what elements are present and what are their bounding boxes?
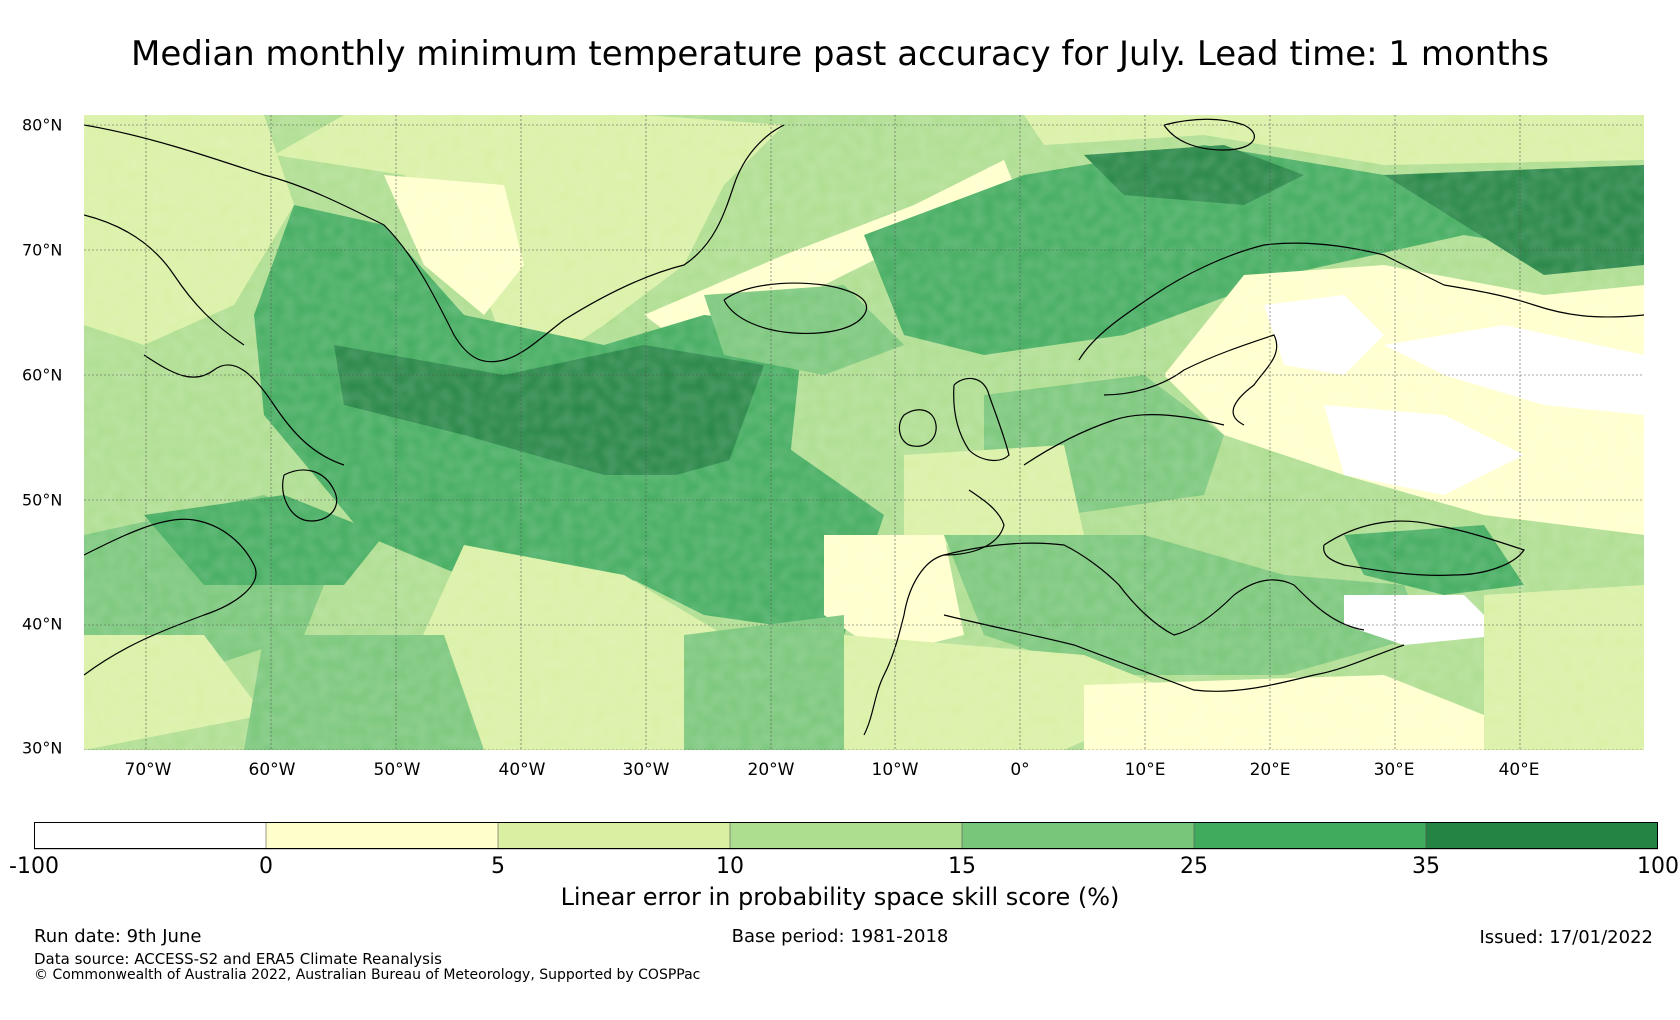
colorbar-tick: 25: [1180, 854, 1208, 879]
lon-label-50w: 50°W: [373, 760, 421, 780]
copyright: © Commonwealth of Australia 2022, Austra…: [34, 967, 701, 983]
skill-score-map: [84, 115, 1644, 750]
lat-label-60n: 60°N: [22, 365, 63, 385]
svalbard-coast: [1163, 118, 1255, 151]
issued-date: Issued: 17/01/2022: [1479, 927, 1653, 948]
chart-title: Median monthly minimum temperature past …: [131, 34, 1549, 74]
colorbar-tick: -100: [9, 854, 59, 879]
lon-label-40w: 40°W: [498, 760, 546, 780]
kola-coast: [1443, 284, 1644, 318]
lon-label-10w: 10°W: [871, 760, 919, 780]
colorbar-segment: [1193, 822, 1427, 850]
grid-texture: [84, 115, 1644, 750]
lat-label-50n: 50°N: [22, 490, 63, 510]
coastlines: [84, 118, 1644, 736]
colorbar-tick: 15: [948, 854, 976, 879]
colorbar-tick: 10: [716, 854, 744, 879]
graticule: [84, 115, 1644, 750]
colorbar-tick: 5: [491, 854, 505, 879]
labrador-coast: [143, 354, 345, 466]
baffin-coast: [84, 214, 245, 346]
data-source: Data source: ACCESS-S2 and ERA5 Climate …: [34, 950, 442, 968]
colorbar-segment: [34, 822, 267, 850]
scandinavia-coast: [1078, 242, 1445, 426]
colorbar-segment: [961, 822, 1195, 850]
colorbar-label: Linear error in probability space skill …: [560, 883, 1120, 911]
colorbar-tick: 100: [1637, 854, 1679, 879]
colorbar-segment: [1425, 822, 1658, 850]
british-isles-coast: [898, 377, 1010, 462]
lat-label-40n: 40°N: [22, 614, 63, 634]
iceland-coast: [723, 282, 868, 335]
lat-label-30n: 30°N: [22, 738, 63, 758]
lon-label-0: 0°: [1010, 760, 1030, 780]
run-date: Run date: 9th June: [34, 926, 202, 947]
colorbar: [34, 822, 1658, 850]
lat-label-80n: 80°N: [22, 115, 63, 135]
nova-scotia-coast: [84, 518, 257, 676]
black-sea-coast: [1323, 520, 1525, 576]
colorbar-tick: 35: [1412, 854, 1440, 879]
newfoundland-coast: [282, 469, 338, 522]
colorbar-segment: [265, 822, 499, 850]
lon-label-30w: 30°W: [622, 760, 670, 780]
lon-label-40e: 40°E: [1498, 760, 1540, 780]
greenland-coast: [84, 124, 785, 363]
lon-label-20e: 20°E: [1249, 760, 1291, 780]
lon-label-60w: 60°W: [248, 760, 296, 780]
mediterranean-coast: [943, 542, 1405, 692]
colorbar-tick: 0: [259, 854, 273, 879]
base-period: Base period: 1981-2018: [731, 926, 949, 947]
europe-coast: [863, 413, 1225, 736]
lon-label-10e: 10°E: [1124, 760, 1166, 780]
lat-label-70n: 70°N: [22, 240, 63, 260]
colorbar-segment: [497, 822, 731, 850]
lon-label-20w: 20°W: [747, 760, 795, 780]
colorbar-segment: [729, 822, 963, 850]
lon-label-70w: 70°W: [124, 760, 172, 780]
lon-label-30e: 30°E: [1373, 760, 1415, 780]
